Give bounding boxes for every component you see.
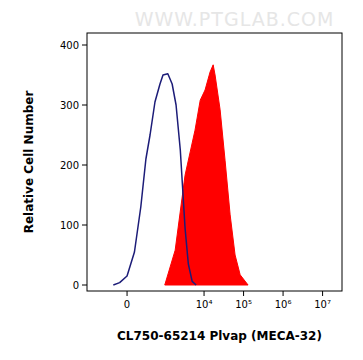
x-axis-label: CL750-65214 Plvap (MECA-32) [117,329,322,343]
x-tick-label: 10⁴ [196,299,213,310]
y-tick-label: 0 [73,280,79,291]
x-tick [243,291,244,296]
x-tick [283,291,284,296]
chart: WWW.PTGLAB.COM 0 100 200 300 400 0 10⁴ 10⁵ 10⁶ 10⁷… [0,0,363,360]
y-tick-label: 300 [60,100,79,111]
x-tick-label: 10⁶ [275,299,292,310]
x-tick-label: 10⁷ [314,299,331,310]
area [165,65,248,285]
plot-data [113,65,248,285]
watermark: WWW.PTGLAB.COM [135,8,335,30]
y-tick [82,45,87,46]
x-tick-label: 0 [124,299,130,310]
x-tick-label: 10⁵ [235,299,252,310]
y-tick [82,165,87,166]
y-tick-label: 100 [60,220,79,231]
line [113,74,196,285]
y-tick [82,285,87,286]
plot-frame [87,33,342,291]
x-tick [204,291,205,296]
y-tick-label: 400 [60,40,79,51]
y-axis-label: Relative Cell Number [22,91,36,234]
x-tick [322,291,323,296]
x-tick [127,291,128,296]
y-tick [82,225,87,226]
y-tick-label: 200 [60,160,79,171]
y-tick [82,105,87,106]
